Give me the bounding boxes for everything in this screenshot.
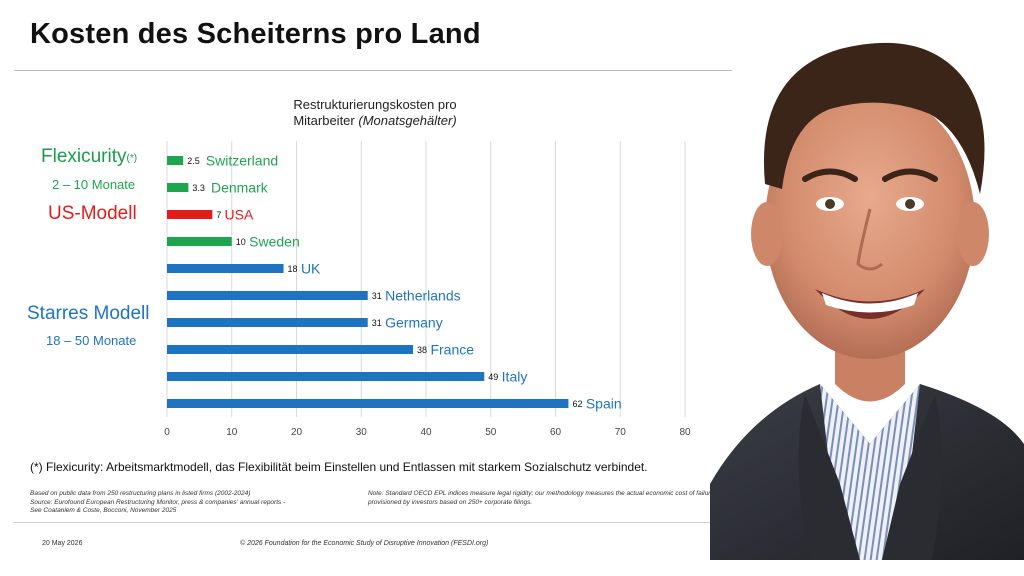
- bar: [167, 264, 284, 273]
- footer-date: 20 May 2026: [42, 540, 83, 547]
- value-label: 7: [216, 210, 221, 220]
- x-tick-label: 70: [615, 427, 627, 435]
- category-label: Sweden: [249, 234, 300, 250]
- chart-title-unit: (Monatsgehälter): [358, 113, 457, 128]
- category-label: Denmark: [211, 180, 269, 196]
- footer-divider: [14, 522, 732, 523]
- bar: [167, 399, 569, 408]
- x-tick-label: 10: [226, 427, 238, 435]
- source-line: See Coatanlem & Coste, Bocconi, November…: [30, 507, 177, 514]
- category-label: Netherlands: [385, 288, 461, 304]
- value-label: 2.5: [187, 156, 200, 166]
- category-label: Switzerland: [206, 153, 278, 169]
- bar-chart: 0 10 20 30 40 50 60 70 80 2.5 Switzerland 3.3 Denmar…: [164, 141, 691, 435]
- flexicurity-label: Flexicurity(*): [41, 146, 137, 168]
- category-label: UK: [301, 261, 321, 277]
- x-tick-label: 80: [679, 427, 691, 435]
- value-label: 49: [488, 372, 498, 382]
- bar: [167, 345, 414, 354]
- presenter-portrait-image: [710, 42, 1024, 560]
- flexicurity-range: 2 – 10 Monate: [52, 177, 136, 192]
- chart-title-main: Restrukturierungskosten pro: [293, 97, 457, 112]
- footer-copyright: © 2026 Foundation for the Economic Study…: [240, 540, 489, 547]
- bar: [167, 291, 368, 300]
- value-label: 31: [372, 291, 382, 301]
- flexicurity-label-text: Flexicurity: [41, 146, 127, 167]
- x-tick-label: 60: [550, 427, 562, 435]
- flexicurity-mark: (*): [126, 153, 138, 164]
- value-label: 10: [236, 237, 246, 247]
- presenter-photo: [710, 14, 1024, 560]
- bar: [167, 237, 232, 246]
- rigid-model-range: 18 – 50 Monate: [46, 333, 137, 348]
- value-label: 38: [417, 345, 427, 355]
- source-line: Source: Eurofound European Restructuring…: [30, 498, 286, 506]
- methodology-note: Note: Standard OECD EPL indices measure …: [368, 490, 715, 506]
- value-label: 3.3: [192, 183, 205, 193]
- chart-title: Restrukturierungskosten pro Mitarbeiter …: [255, 97, 495, 129]
- bar: [167, 372, 485, 381]
- category-label: Germany: [385, 315, 443, 331]
- x-tick-label: 40: [420, 427, 432, 435]
- value-label: 18: [288, 264, 298, 274]
- source-text: Based on public data from 250 restructur…: [30, 490, 350, 516]
- category-label: USA: [225, 207, 254, 223]
- title-divider: [14, 70, 732, 71]
- chart-title-line2: Mitarbeiter: [293, 113, 355, 128]
- category-label: Italy: [502, 369, 528, 385]
- x-tick-label: 0: [164, 427, 170, 435]
- bar: [167, 318, 368, 327]
- value-label: 31: [372, 318, 382, 328]
- flexicurity-footnote: (*) Flexicurity: Arbeitsmarktmodell, das…: [30, 460, 648, 474]
- x-tick-label: 30: [356, 427, 368, 435]
- rigid-model-label: Starres Modell: [27, 303, 150, 324]
- category-label: France: [430, 342, 474, 358]
- bar: [167, 156, 184, 165]
- us-model-label: US-Modell: [48, 203, 137, 224]
- value-label: 62: [572, 399, 582, 409]
- bar: [167, 183, 189, 192]
- category-label: Spain: [586, 396, 622, 412]
- bar: [167, 210, 213, 219]
- source-line: Based on public data from 250 restructur…: [30, 490, 251, 497]
- page-title: Kosten des Scheiterns pro Land: [30, 18, 481, 50]
- x-tick-label: 20: [291, 427, 303, 435]
- x-tick-label: 50: [485, 427, 497, 435]
